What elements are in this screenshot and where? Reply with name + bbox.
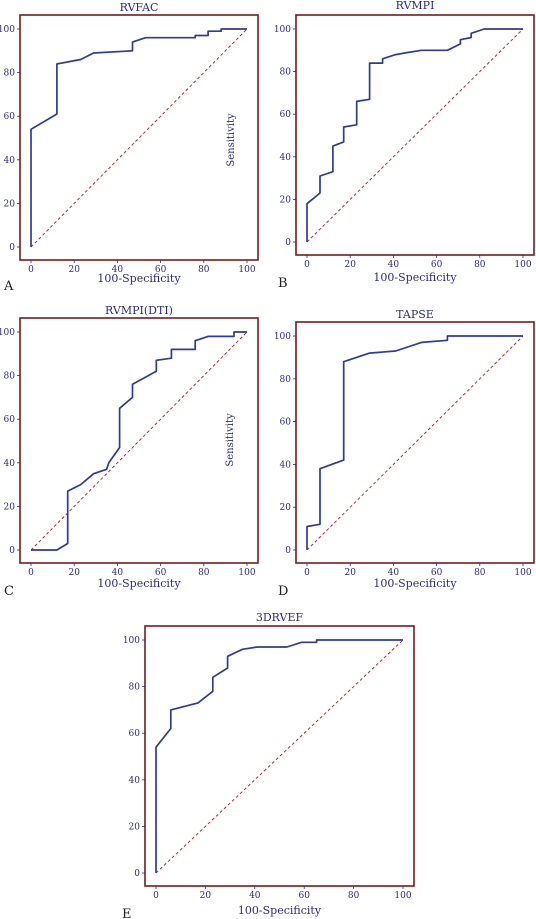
x-tick-label: 60 — [298, 891, 310, 901]
y-tick-label: 0 — [9, 243, 15, 253]
reference-diagonal — [306, 28, 524, 243]
plot-frame — [295, 14, 535, 256]
y-tick-label: 20 — [4, 502, 16, 512]
panel-label: B — [278, 276, 288, 291]
x-axis-label: 100-Specificity — [373, 577, 457, 590]
x-tick-label: 100 — [238, 568, 255, 578]
panel-label: C — [4, 584, 14, 599]
roc-curve — [306, 335, 523, 550]
y-tick-label: 40 — [129, 776, 141, 786]
y-tick-label: 0 — [9, 546, 15, 556]
x-tick-label: 0 — [28, 265, 34, 275]
x-tick-label: 80 — [198, 568, 210, 578]
chart-title: RVMPI — [396, 0, 435, 12]
chart-title: 3DRVEF — [256, 611, 304, 624]
y-tick-label: 100 — [0, 328, 15, 338]
x-axis-label: 100-Specificity — [97, 272, 181, 285]
chart-title: RVMPI(DTI) — [105, 304, 173, 317]
y-tick-label: 40 — [4, 156, 16, 166]
y-tick-label: 80 — [4, 372, 16, 382]
plot-frame — [295, 321, 535, 564]
x-tick-label: 100 — [394, 891, 411, 901]
roc-curve — [306, 28, 523, 242]
x-tick-label: 0 — [304, 260, 310, 270]
x-tick-label: 0 — [28, 568, 34, 578]
x-tick-label: 20 — [344, 568, 356, 578]
y-tick-label: 60 — [280, 418, 292, 428]
reference-diagonal — [155, 639, 404, 874]
y-tick-label: 80 — [4, 69, 16, 79]
x-tick-label: 80 — [198, 265, 210, 275]
x-tick-label: 60 — [431, 260, 443, 270]
roc-curve — [30, 28, 247, 247]
y-axis-label: Sensitivity — [226, 113, 237, 167]
x-tick-label: 20 — [68, 568, 80, 578]
y-tick-label: 0 — [134, 869, 140, 879]
x-tick-label: 20 — [68, 265, 80, 275]
x-tick-label: 40 — [249, 891, 261, 901]
x-tick-label: 40 — [388, 568, 400, 578]
x-tick-label: 20 — [200, 891, 212, 901]
panel-label: E — [122, 907, 132, 919]
y-tick-label: 100 — [274, 332, 291, 342]
y-tick-label: 60 — [280, 110, 292, 120]
y-tick-label: 80 — [280, 375, 292, 385]
reference-diagonal — [30, 28, 248, 248]
x-axis-label: 100-Specificity — [97, 577, 181, 590]
panel-label: D — [278, 584, 288, 599]
reference-diagonal — [30, 331, 248, 551]
x-tick-label: 80 — [348, 891, 360, 901]
roc-curve — [31, 331, 247, 551]
x-tick-label: 40 — [112, 568, 124, 578]
y-tick-label: 60 — [4, 415, 16, 425]
plot-frame — [19, 14, 259, 261]
y-tick-label: 100 — [0, 25, 15, 35]
x-tick-label: 60 — [155, 568, 167, 578]
y-tick-label: 20 — [4, 199, 16, 209]
y-tick-label: 0 — [285, 546, 291, 556]
y-tick-label: 60 — [129, 729, 141, 739]
x-axis-label: 100-Specificity — [238, 904, 322, 917]
y-axis-label: Sensitivity — [225, 413, 236, 467]
x-tick-label: 20 — [344, 260, 356, 270]
y-tick-label: 20 — [280, 503, 292, 513]
y-tick-label: 100 — [123, 636, 140, 646]
y-tick-label: 80 — [129, 683, 141, 693]
chart-title: RVFAC — [120, 1, 159, 14]
x-tick-label: 40 — [388, 260, 400, 270]
plot-frame — [19, 317, 259, 564]
x-tick-label: 60 — [155, 265, 167, 275]
y-tick-label: 40 — [280, 460, 292, 470]
x-tick-label: 100 — [514, 568, 531, 578]
y-tick-label: 20 — [280, 195, 292, 205]
y-tick-label: 0 — [285, 238, 291, 248]
x-tick-label: 80 — [474, 260, 486, 270]
y-tick-label: 100 — [274, 25, 291, 35]
reference-diagonal — [306, 335, 524, 551]
y-tick-label: 80 — [280, 68, 292, 78]
plot-frame — [144, 625, 415, 887]
y-tick-label: 40 — [4, 459, 16, 469]
x-axis-label: 100-Specificity — [373, 271, 457, 284]
y-tick-label: 40 — [280, 153, 292, 163]
x-tick-label: 80 — [474, 568, 486, 578]
x-tick-label: 100 — [238, 265, 255, 275]
roc-curve — [155, 639, 403, 873]
x-tick-label: 60 — [431, 568, 443, 578]
x-tick-label: 0 — [304, 568, 310, 578]
x-tick-label: 40 — [112, 265, 124, 275]
y-tick-label: 60 — [4, 112, 16, 122]
y-tick-label: 20 — [129, 822, 141, 832]
chart-title: TAPSE — [396, 308, 434, 321]
x-tick-label: 0 — [153, 891, 159, 901]
x-tick-label: 100 — [514, 260, 531, 270]
panel-label: A — [3, 279, 14, 294]
